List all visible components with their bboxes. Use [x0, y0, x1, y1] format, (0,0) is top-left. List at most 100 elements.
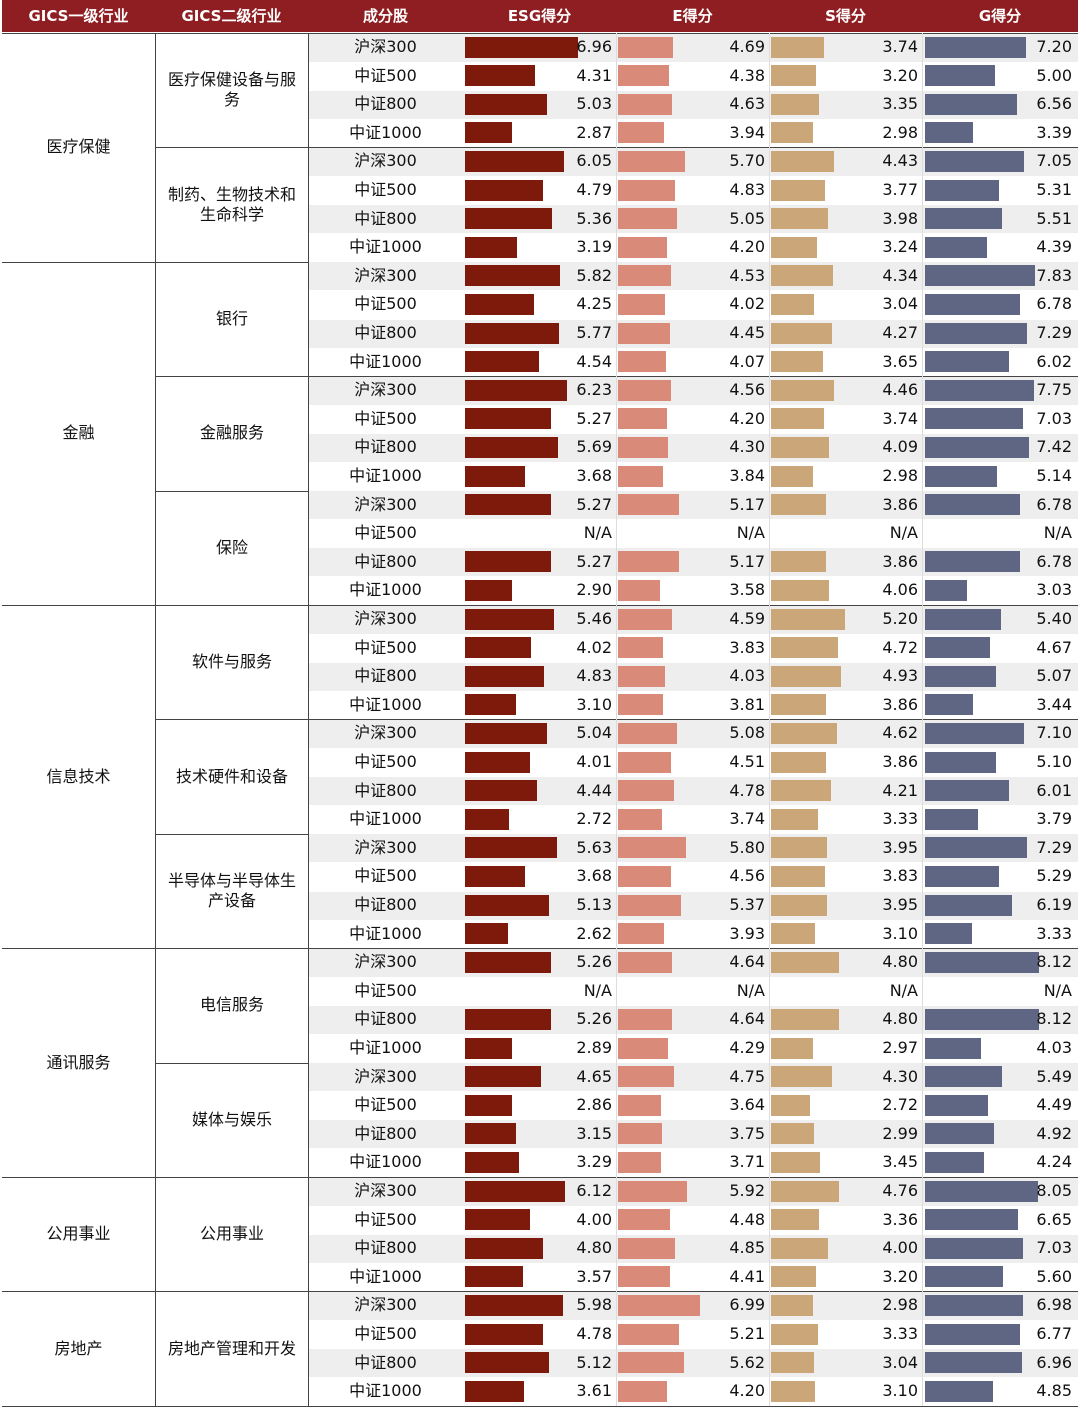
- score-column-divider: [769, 33, 770, 1406]
- g-value: 5.10: [1036, 752, 1072, 771]
- e-value: 5.08: [729, 723, 765, 743]
- e-value: 3.94: [729, 122, 765, 142]
- g-value: 6.65: [1036, 1209, 1072, 1229]
- s-value: 3.74: [882, 37, 918, 56]
- e-value: 4.07: [729, 351, 765, 371]
- row-index-label: 中证800: [354, 780, 417, 800]
- e-bar: [618, 923, 664, 945]
- e-value: 4.48: [729, 1209, 765, 1229]
- g-bar: [925, 379, 1034, 401]
- s-bar: [771, 436, 830, 458]
- s-bar: [771, 1209, 819, 1231]
- header-s-score: S得分: [825, 7, 866, 25]
- e-value: 3.58: [729, 580, 765, 600]
- g-bar: [925, 1008, 1039, 1030]
- e-value: 3.74: [729, 809, 765, 829]
- row-index-label: 沪深300: [354, 1295, 417, 1315]
- esg-bar: [465, 665, 544, 687]
- esg-value: 2.87: [576, 122, 612, 142]
- row-index-label: 沪深300: [354, 723, 417, 743]
- gics-level2-label: 银行: [215, 308, 248, 328]
- esg-bar: [465, 408, 551, 430]
- g-value: 6.78: [1036, 494, 1072, 514]
- e-value: 3.83: [729, 637, 765, 657]
- g-bar: [925, 551, 1020, 573]
- e-bar: [618, 608, 672, 630]
- row-index-label: 中证1000: [349, 923, 422, 943]
- g-bar: [925, 1037, 982, 1059]
- e-value: 4.51: [729, 752, 765, 771]
- e-bar: [618, 1151, 662, 1173]
- g-value: 5.49: [1036, 1066, 1072, 1086]
- e-bar: [618, 722, 678, 744]
- esg-bar: [465, 436, 558, 458]
- e-value: 4.02: [729, 294, 765, 314]
- e-bar: [618, 351, 666, 373]
- esg-value: 3.15: [576, 1123, 612, 1143]
- g-value: 3.39: [1036, 122, 1072, 142]
- esg-bar: [465, 65, 536, 87]
- e-value: 5.70: [729, 151, 765, 171]
- e-bar: [618, 265, 671, 287]
- esg-value: 5.04: [576, 723, 612, 743]
- esg-value: 3.19: [576, 237, 612, 257]
- gics-level1-label: 医疗保健: [46, 137, 111, 157]
- e-bar: [618, 808, 662, 830]
- g-value: 7.03: [1036, 1238, 1072, 1258]
- g-bar: [925, 722, 1025, 744]
- s-value: 3.45: [882, 1152, 918, 1172]
- row-index-label: 中证500: [354, 752, 417, 771]
- esg-value: 2.62: [576, 923, 612, 943]
- s-value: 3.20: [882, 65, 918, 85]
- g-value: 5.40: [1036, 609, 1072, 628]
- g-bar: [925, 1266, 1004, 1288]
- s-value: 3.35: [882, 94, 918, 114]
- esg-value: 4.79: [576, 180, 612, 199]
- e-value: 5.17: [729, 494, 765, 514]
- s-value: 3.95: [882, 895, 918, 914]
- row-index-label: 沪深300: [354, 380, 417, 400]
- header-esg-score: ESG得分: [507, 7, 572, 25]
- esg-value: 5.26: [576, 952, 612, 972]
- esg-value: 5.27: [576, 551, 612, 571]
- s-value: 5.20: [882, 609, 918, 628]
- e-value: 4.29: [729, 1038, 765, 1057]
- g-value: 8.12: [1036, 1009, 1072, 1029]
- g-value: 5.00: [1036, 65, 1072, 85]
- group-divider: [2, 1405, 1078, 1407]
- esg-bar: [465, 1294, 563, 1316]
- s-bar: [771, 1352, 815, 1374]
- esg-value: 5.36: [576, 208, 612, 228]
- row-index-label: 中证800: [354, 551, 417, 571]
- esg-bar: [465, 293, 535, 315]
- gics-level2-label: 软件与服务: [191, 652, 272, 672]
- g-value: 6.02: [1036, 351, 1072, 371]
- s-bar: [771, 265, 833, 287]
- esg-value: 4.25: [576, 294, 612, 314]
- esg-value: 2.89: [576, 1038, 612, 1057]
- esg-value: 6.23: [576, 380, 612, 400]
- g-bar: [925, 808, 979, 830]
- esg-bar: [465, 179, 544, 201]
- esg-value: 4.01: [576, 752, 612, 771]
- row-index-label: 中证1000: [349, 809, 422, 829]
- level2-column-divider: [308, 33, 309, 1406]
- header-gics-level1: GICS一级行业: [28, 7, 129, 25]
- g-value: 5.07: [1036, 666, 1072, 686]
- row-index-label: 中证1000: [349, 237, 422, 257]
- header-e-score: E得分: [672, 7, 713, 25]
- esg-value: N/A: [583, 523, 612, 543]
- row-index-label: 中证1000: [349, 1152, 422, 1172]
- g-bar: [925, 1180, 1038, 1202]
- e-bar: [618, 1123, 662, 1145]
- esg-bar: [465, 780, 538, 802]
- s-bar: [771, 1037, 814, 1059]
- level1-column-divider: [155, 33, 156, 1406]
- g-value: 4.39: [1036, 237, 1072, 257]
- e-bar: [618, 865, 672, 887]
- e-value: 5.92: [729, 1181, 765, 1200]
- e-value: 5.17: [729, 551, 765, 571]
- row-index-label: 沪深300: [354, 609, 417, 628]
- esg-bar: [465, 465, 525, 487]
